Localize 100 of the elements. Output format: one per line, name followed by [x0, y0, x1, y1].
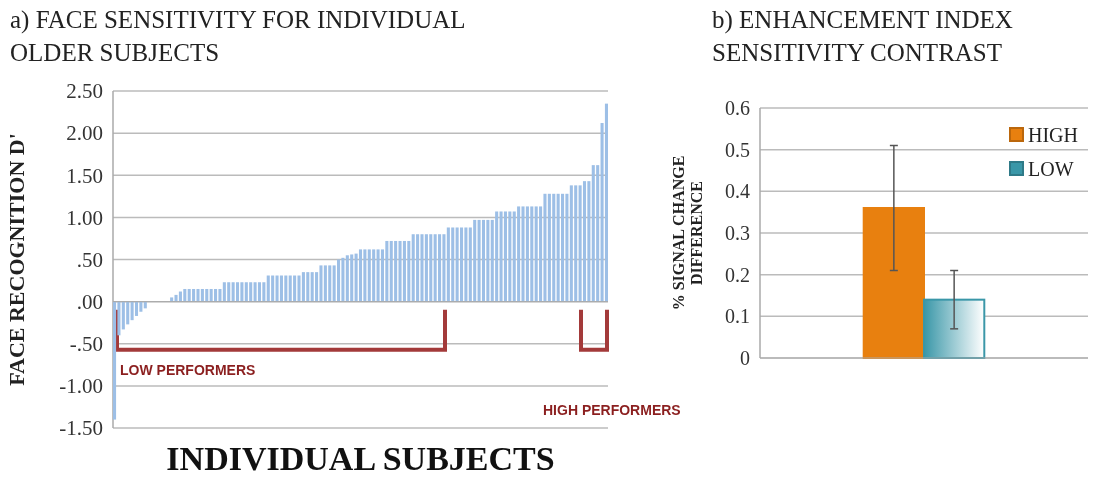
- bar: [556, 193, 560, 302]
- bar: [209, 288, 213, 302]
- bar: [416, 234, 420, 302]
- y-tick-label: .50: [76, 247, 103, 272]
- bar: [402, 240, 406, 302]
- bar: [438, 234, 442, 302]
- bar: [376, 249, 380, 302]
- bar: [134, 301, 139, 316]
- bar: [442, 234, 446, 302]
- bar: [455, 227, 459, 302]
- bar: [530, 206, 534, 302]
- chart-title: a) FACE SENSITIVITY FOR INDIVIDUAL OLDER SUBJECTS: [10, 6, 466, 66]
- bar: [565, 193, 569, 302]
- bar: [257, 282, 262, 302]
- y-tick-label: 0.5: [725, 138, 750, 161]
- bar: [174, 294, 178, 302]
- bar: [130, 301, 134, 321]
- y-tick-label: -1.50: [59, 416, 103, 441]
- bar: [534, 206, 538, 302]
- bar: [192, 288, 196, 302]
- bar: [319, 265, 323, 302]
- bar: [517, 206, 521, 302]
- bar: [288, 275, 292, 302]
- bar: [358, 249, 363, 302]
- bar: [279, 275, 283, 302]
- bar: [459, 227, 464, 302]
- bar: [578, 185, 582, 302]
- y-tick-label: 2.50: [66, 79, 103, 104]
- bar: [227, 282, 231, 302]
- bar: [310, 272, 314, 302]
- bar: [363, 249, 367, 302]
- y-tick-label: 1.00: [66, 205, 103, 230]
- y-tick-label: -1.00: [59, 374, 103, 399]
- bar: [473, 219, 477, 302]
- bar: [205, 288, 209, 302]
- y-tick-label: -.50: [69, 332, 103, 357]
- bar: [337, 259, 341, 302]
- bar: [420, 234, 424, 302]
- y-tick-label: 0.4: [725, 180, 750, 203]
- bar: [569, 185, 573, 302]
- y-axis-title: FACE RECOGNITION D': [4, 133, 29, 386]
- bar: [486, 219, 490, 302]
- bar: [451, 227, 455, 302]
- bar: [121, 301, 125, 330]
- bar: [231, 282, 235, 302]
- bar: [547, 193, 551, 302]
- bar: [249, 282, 253, 302]
- y-tick-label: 0.6: [725, 97, 750, 119]
- bar: [407, 240, 411, 302]
- y-tick-label: 0.1: [725, 305, 750, 328]
- bar: [574, 185, 578, 302]
- bar: [525, 206, 529, 302]
- bar: [389, 240, 393, 302]
- bar: [561, 193, 565, 302]
- bar: [297, 275, 301, 302]
- bar: [271, 275, 275, 302]
- bar: [200, 288, 204, 302]
- bar: [235, 282, 240, 302]
- bar: [139, 301, 143, 312]
- bar: [306, 272, 310, 302]
- annotation: HIGH PERFORMERS: [543, 402, 681, 418]
- bar: [477, 219, 481, 302]
- bar: [170, 297, 174, 302]
- bar: [411, 234, 415, 302]
- bar: [183, 288, 187, 302]
- bar: [244, 282, 248, 302]
- bar: [394, 240, 398, 302]
- bar: [275, 275, 279, 302]
- bar: [385, 240, 389, 302]
- bar: [240, 282, 244, 302]
- bar: [323, 265, 327, 302]
- bar: [218, 288, 222, 302]
- bar: [301, 272, 305, 302]
- bar: [596, 165, 600, 302]
- y-axis-title: % SIGNAL CHANGE DIFFERENCE: [670, 155, 705, 311]
- bar: [187, 288, 191, 302]
- bar: [214, 288, 218, 302]
- bar: [196, 288, 200, 302]
- bar: [446, 227, 450, 302]
- legend-label: LOW: [1028, 158, 1074, 180]
- annotation: LOW PERFORMERS: [120, 362, 256, 378]
- bar: [429, 234, 433, 302]
- bar: [372, 249, 376, 302]
- bar: [552, 193, 556, 302]
- bar: [495, 211, 499, 302]
- bar: [328, 265, 332, 302]
- bar: [503, 211, 507, 302]
- y-tick-label: 0.2: [725, 263, 750, 286]
- bar: [582, 181, 587, 302]
- bar: [398, 240, 402, 302]
- bar: [262, 282, 266, 302]
- bar: [126, 301, 130, 325]
- y-tick-label: .00: [76, 289, 103, 314]
- y-tick-label: 1.50: [66, 163, 103, 188]
- y-tick-label: 0.3: [725, 222, 750, 244]
- bar: [253, 282, 257, 302]
- bar: [591, 165, 595, 302]
- chart-title: b) ENHANCEMENT INDEX SENSITIVITY CONTRAST: [712, 6, 1013, 66]
- bar: [464, 227, 468, 302]
- bar: [521, 206, 525, 302]
